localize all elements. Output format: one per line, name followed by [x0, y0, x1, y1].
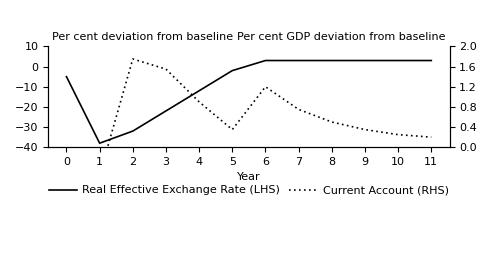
- Real Effective Exchange Rate (LHS): [395, 59, 401, 62]
- Current Account (RHS): [96, 173, 102, 176]
- Real Effective Exchange Rate (LHS): [196, 89, 202, 92]
- Real Effective Exchange Rate (LHS): [130, 130, 136, 133]
- X-axis label: Year: Year: [237, 173, 261, 183]
- Real Effective Exchange Rate (LHS): [329, 59, 335, 62]
- Current Account (RHS): [362, 128, 368, 131]
- Current Account (RHS): [130, 58, 136, 61]
- Current Account (RHS): [229, 128, 235, 131]
- Current Account (RHS): [296, 108, 302, 111]
- Real Effective Exchange Rate (LHS): [296, 59, 302, 62]
- Current Account (RHS): [263, 85, 269, 88]
- Line: Real Effective Exchange Rate (LHS): Real Effective Exchange Rate (LHS): [66, 60, 431, 143]
- Text: Per cent GDP deviation from baseline: Per cent GDP deviation from baseline: [237, 32, 446, 42]
- Current Account (RHS): [196, 100, 202, 103]
- Current Account (RHS): [63, 163, 69, 166]
- Current Account (RHS): [163, 68, 169, 71]
- Real Effective Exchange Rate (LHS): [429, 59, 434, 62]
- Real Effective Exchange Rate (LHS): [163, 109, 169, 113]
- Real Effective Exchange Rate (LHS): [229, 69, 235, 72]
- Current Account (RHS): [329, 120, 335, 123]
- Current Account (RHS): [395, 133, 401, 136]
- Legend: Real Effective Exchange Rate (LHS), Current Account (RHS): Real Effective Exchange Rate (LHS), Curr…: [45, 181, 453, 200]
- Real Effective Exchange Rate (LHS): [63, 75, 69, 78]
- Real Effective Exchange Rate (LHS): [96, 142, 102, 145]
- Real Effective Exchange Rate (LHS): [263, 59, 269, 62]
- Line: Current Account (RHS): Current Account (RHS): [66, 59, 431, 175]
- Text: Per cent deviation from baseline: Per cent deviation from baseline: [52, 32, 233, 42]
- Real Effective Exchange Rate (LHS): [362, 59, 368, 62]
- Current Account (RHS): [429, 136, 434, 139]
